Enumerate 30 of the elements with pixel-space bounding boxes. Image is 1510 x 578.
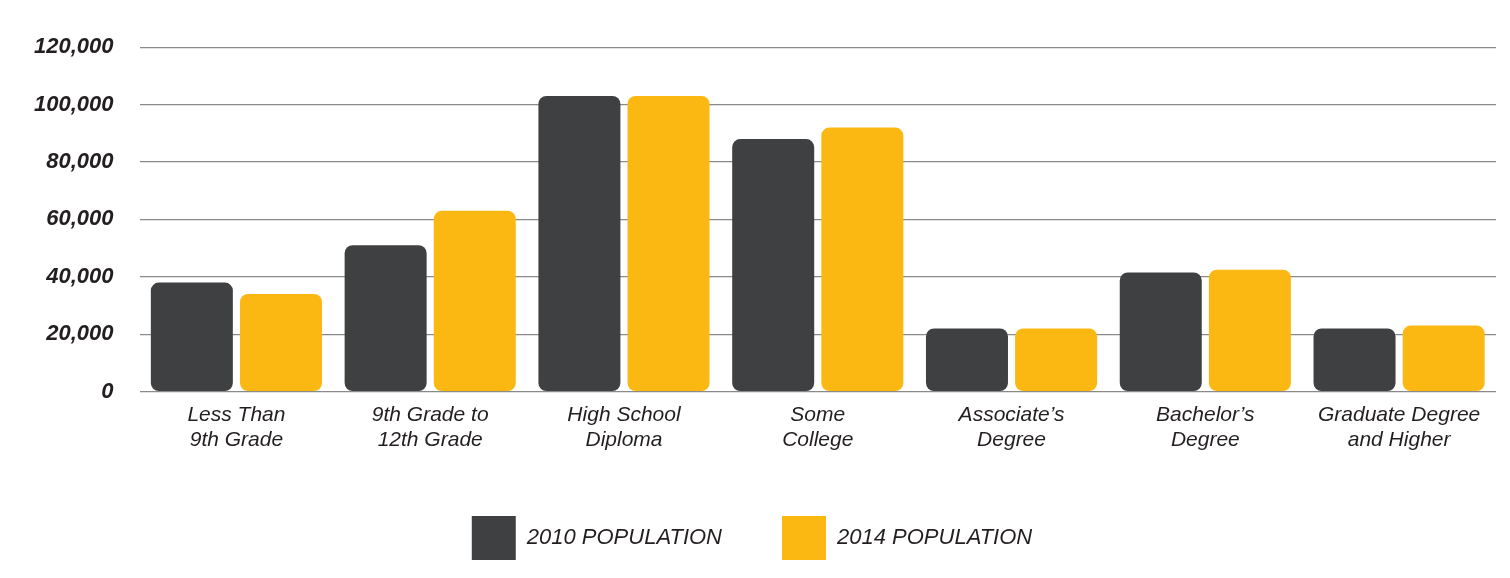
x-tick-label: Graduate Degree and Higher	[1317, 402, 1481, 451]
x-tick-label: Associate’s Degree	[956, 402, 1065, 451]
bar	[150, 282, 233, 391]
bar	[732, 139, 815, 391]
y-tick-label: 100,000	[33, 90, 115, 116]
legend-label: 2014 POPULATION	[836, 524, 1033, 550]
legend-label: 2010 POPULATION	[525, 524, 723, 550]
x-tick-label: Some College	[782, 402, 854, 451]
y-tick-label: 40,000	[45, 262, 115, 288]
bar	[627, 95, 710, 391]
x-tick-label: 9th Grade to 12th Grade	[371, 402, 489, 451]
bar	[925, 328, 1008, 391]
bar	[1402, 325, 1485, 391]
bar	[1119, 272, 1202, 391]
x-tick-label: Less Than 9th Grade	[187, 402, 286, 451]
bar	[239, 294, 322, 391]
y-tick-label: 20,000	[45, 320, 115, 346]
bar	[344, 245, 427, 391]
bar	[1015, 328, 1098, 391]
bar	[538, 95, 621, 391]
x-tick-label: High School Diploma	[567, 402, 682, 451]
x-tick-label: Bachelor’s Degree	[1156, 402, 1256, 451]
y-tick-label: 0	[101, 377, 115, 403]
bar	[1313, 328, 1396, 391]
y-tick-label: 120,000	[33, 33, 115, 59]
y-tick-label: 60,000	[46, 205, 115, 231]
bar	[433, 210, 516, 391]
bar	[1208, 269, 1291, 391]
bar	[821, 127, 904, 391]
y-tick-label: 80,000	[46, 148, 115, 174]
